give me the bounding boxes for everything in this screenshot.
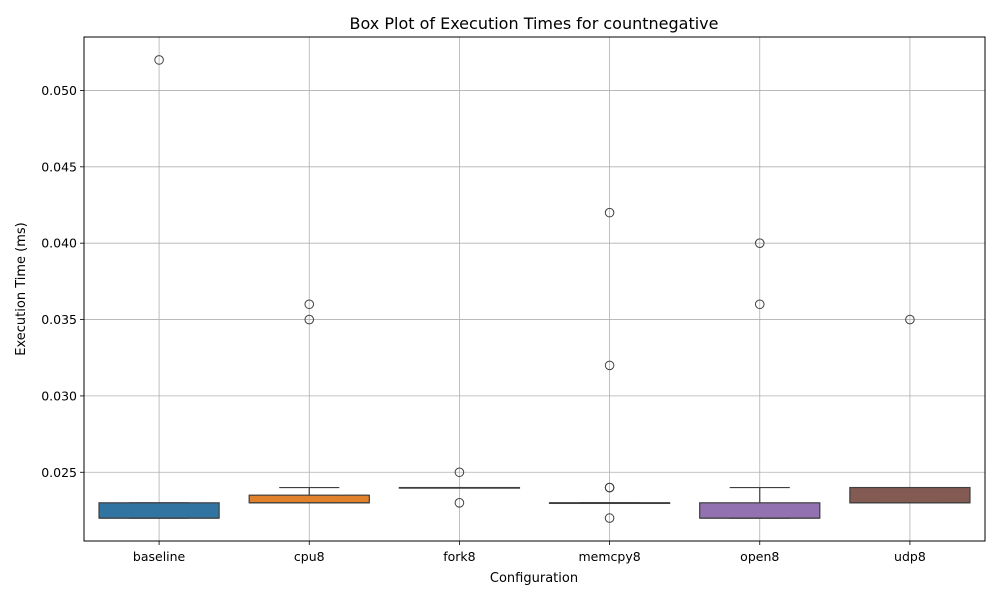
- box-open8: [699, 238, 821, 519]
- chart-title: Box Plot of Execution Times for countneg…: [350, 14, 719, 33]
- x-tick-label: open8: [740, 549, 779, 564]
- x-tick-label: fork8: [443, 549, 475, 564]
- x-tick-label: cpu8: [294, 549, 325, 564]
- outlier-point: [754, 238, 765, 248]
- outlier-point: [604, 207, 615, 218]
- outlier-point: [905, 314, 915, 325]
- y-tick-label: 0.035: [41, 312, 77, 327]
- x-tick-label: baseline: [133, 549, 186, 564]
- y-axis-label: Execution Time (ms): [14, 222, 29, 355]
- outlier-point: [454, 498, 465, 508]
- outlier-point: [304, 299, 315, 310]
- box-iqr: [849, 486, 971, 504]
- outlier-point: [604, 482, 615, 493]
- box-layer: [98, 55, 971, 523]
- grid: [84, 37, 985, 541]
- outlier-point: [754, 299, 765, 310]
- x-axis-label: Configuration: [490, 571, 578, 586]
- box-iqr: [248, 494, 370, 504]
- box-baseline: [98, 55, 220, 519]
- y-tick-label: 0.050: [41, 83, 77, 98]
- outlier-point: [304, 314, 315, 325]
- y-tick-label: 0.030: [41, 388, 77, 403]
- y-tick-labels: 0.025 0.030 0.035 0.040 0.045 0.050: [41, 83, 84, 480]
- box-fork8: [398, 467, 521, 508]
- outlier-point: [604, 513, 615, 523]
- y-tick-label: 0.040: [41, 236, 77, 251]
- outlier-point: [154, 55, 164, 65]
- y-tick-label: 0.025: [41, 465, 77, 480]
- x-tick-label: memcpy8: [578, 549, 640, 564]
- y-tick-label: 0.045: [41, 159, 77, 174]
- x-tick-labels: baseline cpu8 fork8 memcpy8 open8 udp8: [133, 541, 926, 564]
- box-memcpy8: [548, 207, 671, 523]
- box-cpu8: [248, 299, 370, 504]
- box-iqr: [699, 502, 821, 519]
- box-udp8: [849, 314, 971, 504]
- x-tick-label: udp8: [894, 549, 926, 564]
- plot-frame: [83, 36, 986, 542]
- outlier-point: [604, 360, 615, 371]
- outlier-point: [454, 467, 465, 478]
- box-iqr: [98, 502, 220, 519]
